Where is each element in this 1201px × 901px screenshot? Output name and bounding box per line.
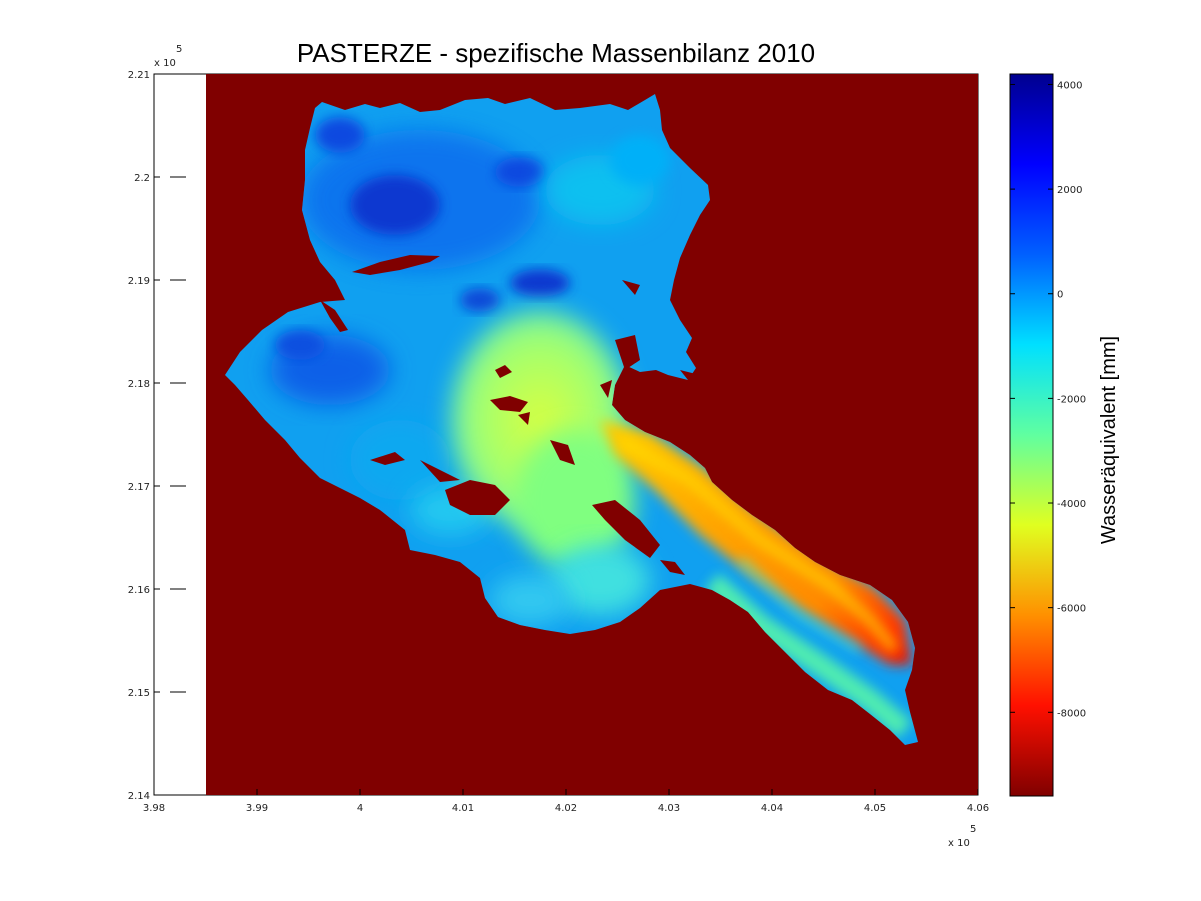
chart-title: PASTERZE - spezifische Massenbilanz 2010 bbox=[297, 38, 815, 68]
x-tick-label: 4.01 bbox=[452, 803, 474, 814]
plot-area bbox=[153, 73, 979, 796]
x-tick-label: 4 bbox=[357, 803, 363, 814]
y-multiplier: x 10 5 bbox=[154, 44, 182, 69]
colorbar-tick-label: -6000 bbox=[1057, 604, 1086, 615]
x-tick-label: 3.98 bbox=[143, 803, 165, 814]
y-multiplier-label: x 10 bbox=[154, 58, 176, 69]
colorbar-tick-label: 2000 bbox=[1057, 185, 1082, 196]
colorbar-tick-label: -8000 bbox=[1057, 708, 1086, 719]
x-multiplier: x 10 5 bbox=[948, 824, 976, 849]
x-tick-label: 4.05 bbox=[864, 803, 886, 814]
y-tick-label: 2.16 bbox=[128, 585, 150, 596]
y-tick-label: 2.19 bbox=[128, 276, 150, 287]
colorbar-gradient bbox=[1009, 73, 1054, 797]
x-tick-label: 4.03 bbox=[658, 803, 680, 814]
colorbar-tick-label: -2000 bbox=[1057, 394, 1086, 405]
y-multiplier-exponent: 5 bbox=[176, 44, 182, 55]
x-tick-label: 4.02 bbox=[555, 803, 577, 814]
x-multiplier-label: x 10 bbox=[948, 838, 970, 849]
colorbar-tick-label: 4000 bbox=[1057, 80, 1082, 91]
colorbar-tick-label: -4000 bbox=[1057, 499, 1086, 510]
y-tick-label: 2.18 bbox=[128, 379, 150, 390]
x-tick-label: 3.99 bbox=[246, 803, 268, 814]
y-tick-label: 2.2 bbox=[134, 173, 150, 184]
x-tick-label: 4.06 bbox=[967, 803, 989, 814]
y-axis: 2.14 2.15 2.16 2.17 2.18 2.19 2.2 2.21 bbox=[128, 70, 186, 802]
y-tick-label: 2.21 bbox=[128, 70, 150, 81]
nunataks bbox=[320, 255, 700, 575]
x-axis: 3.98 3.99 4 4.01 4.02 4.03 4.04 4.05 4.06 bbox=[143, 789, 989, 814]
x-tick-label: 4.04 bbox=[761, 803, 783, 814]
colorbar-tick-label: 0 bbox=[1057, 290, 1063, 301]
y-tick-label: 2.17 bbox=[128, 482, 150, 493]
y-tick-label: 2.15 bbox=[128, 688, 150, 699]
colorbar-ticks: 4000 2000 0 -2000 -4000 -6000 -8000 bbox=[1010, 80, 1086, 719]
x-multiplier-exponent: 5 bbox=[970, 824, 976, 835]
colorbar-label: Wasseräquivalent [mm] bbox=[1098, 336, 1120, 544]
y-tick-label: 2.14 bbox=[128, 791, 150, 802]
colorbar: 4000 2000 0 -2000 -4000 -6000 -8000 Wasseräqui… bbox=[1009, 73, 1120, 797]
